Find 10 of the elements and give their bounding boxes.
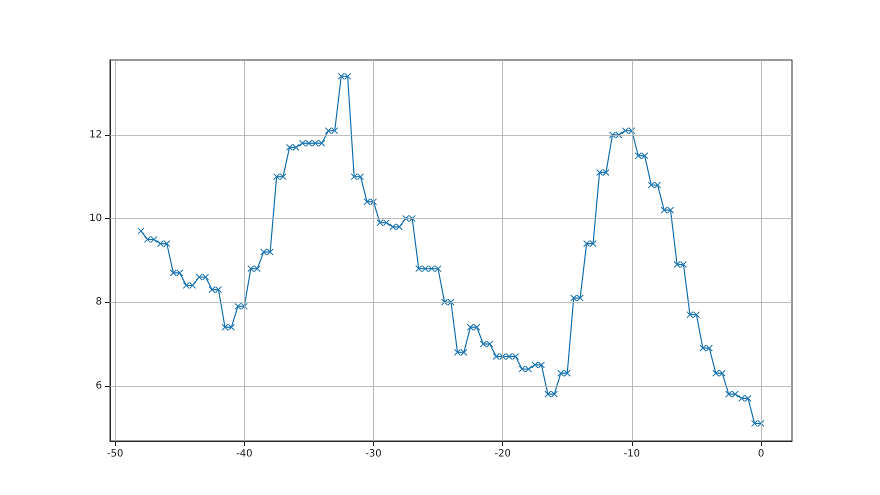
x-tick-label: -40 (236, 448, 253, 460)
y-tick-label: 8 (96, 296, 102, 308)
x-tick-label: -30 (365, 448, 382, 460)
x-tick-label: -10 (624, 448, 640, 460)
y-tick-label: 6 (96, 380, 102, 392)
y-tick-label: 12 (89, 129, 102, 140)
x-tick-label: -20 (494, 448, 511, 460)
x-tick-label: 0 (758, 448, 764, 460)
y-tick-label: 10 (89, 213, 102, 224)
x-tick-label: -50 (106, 448, 124, 460)
